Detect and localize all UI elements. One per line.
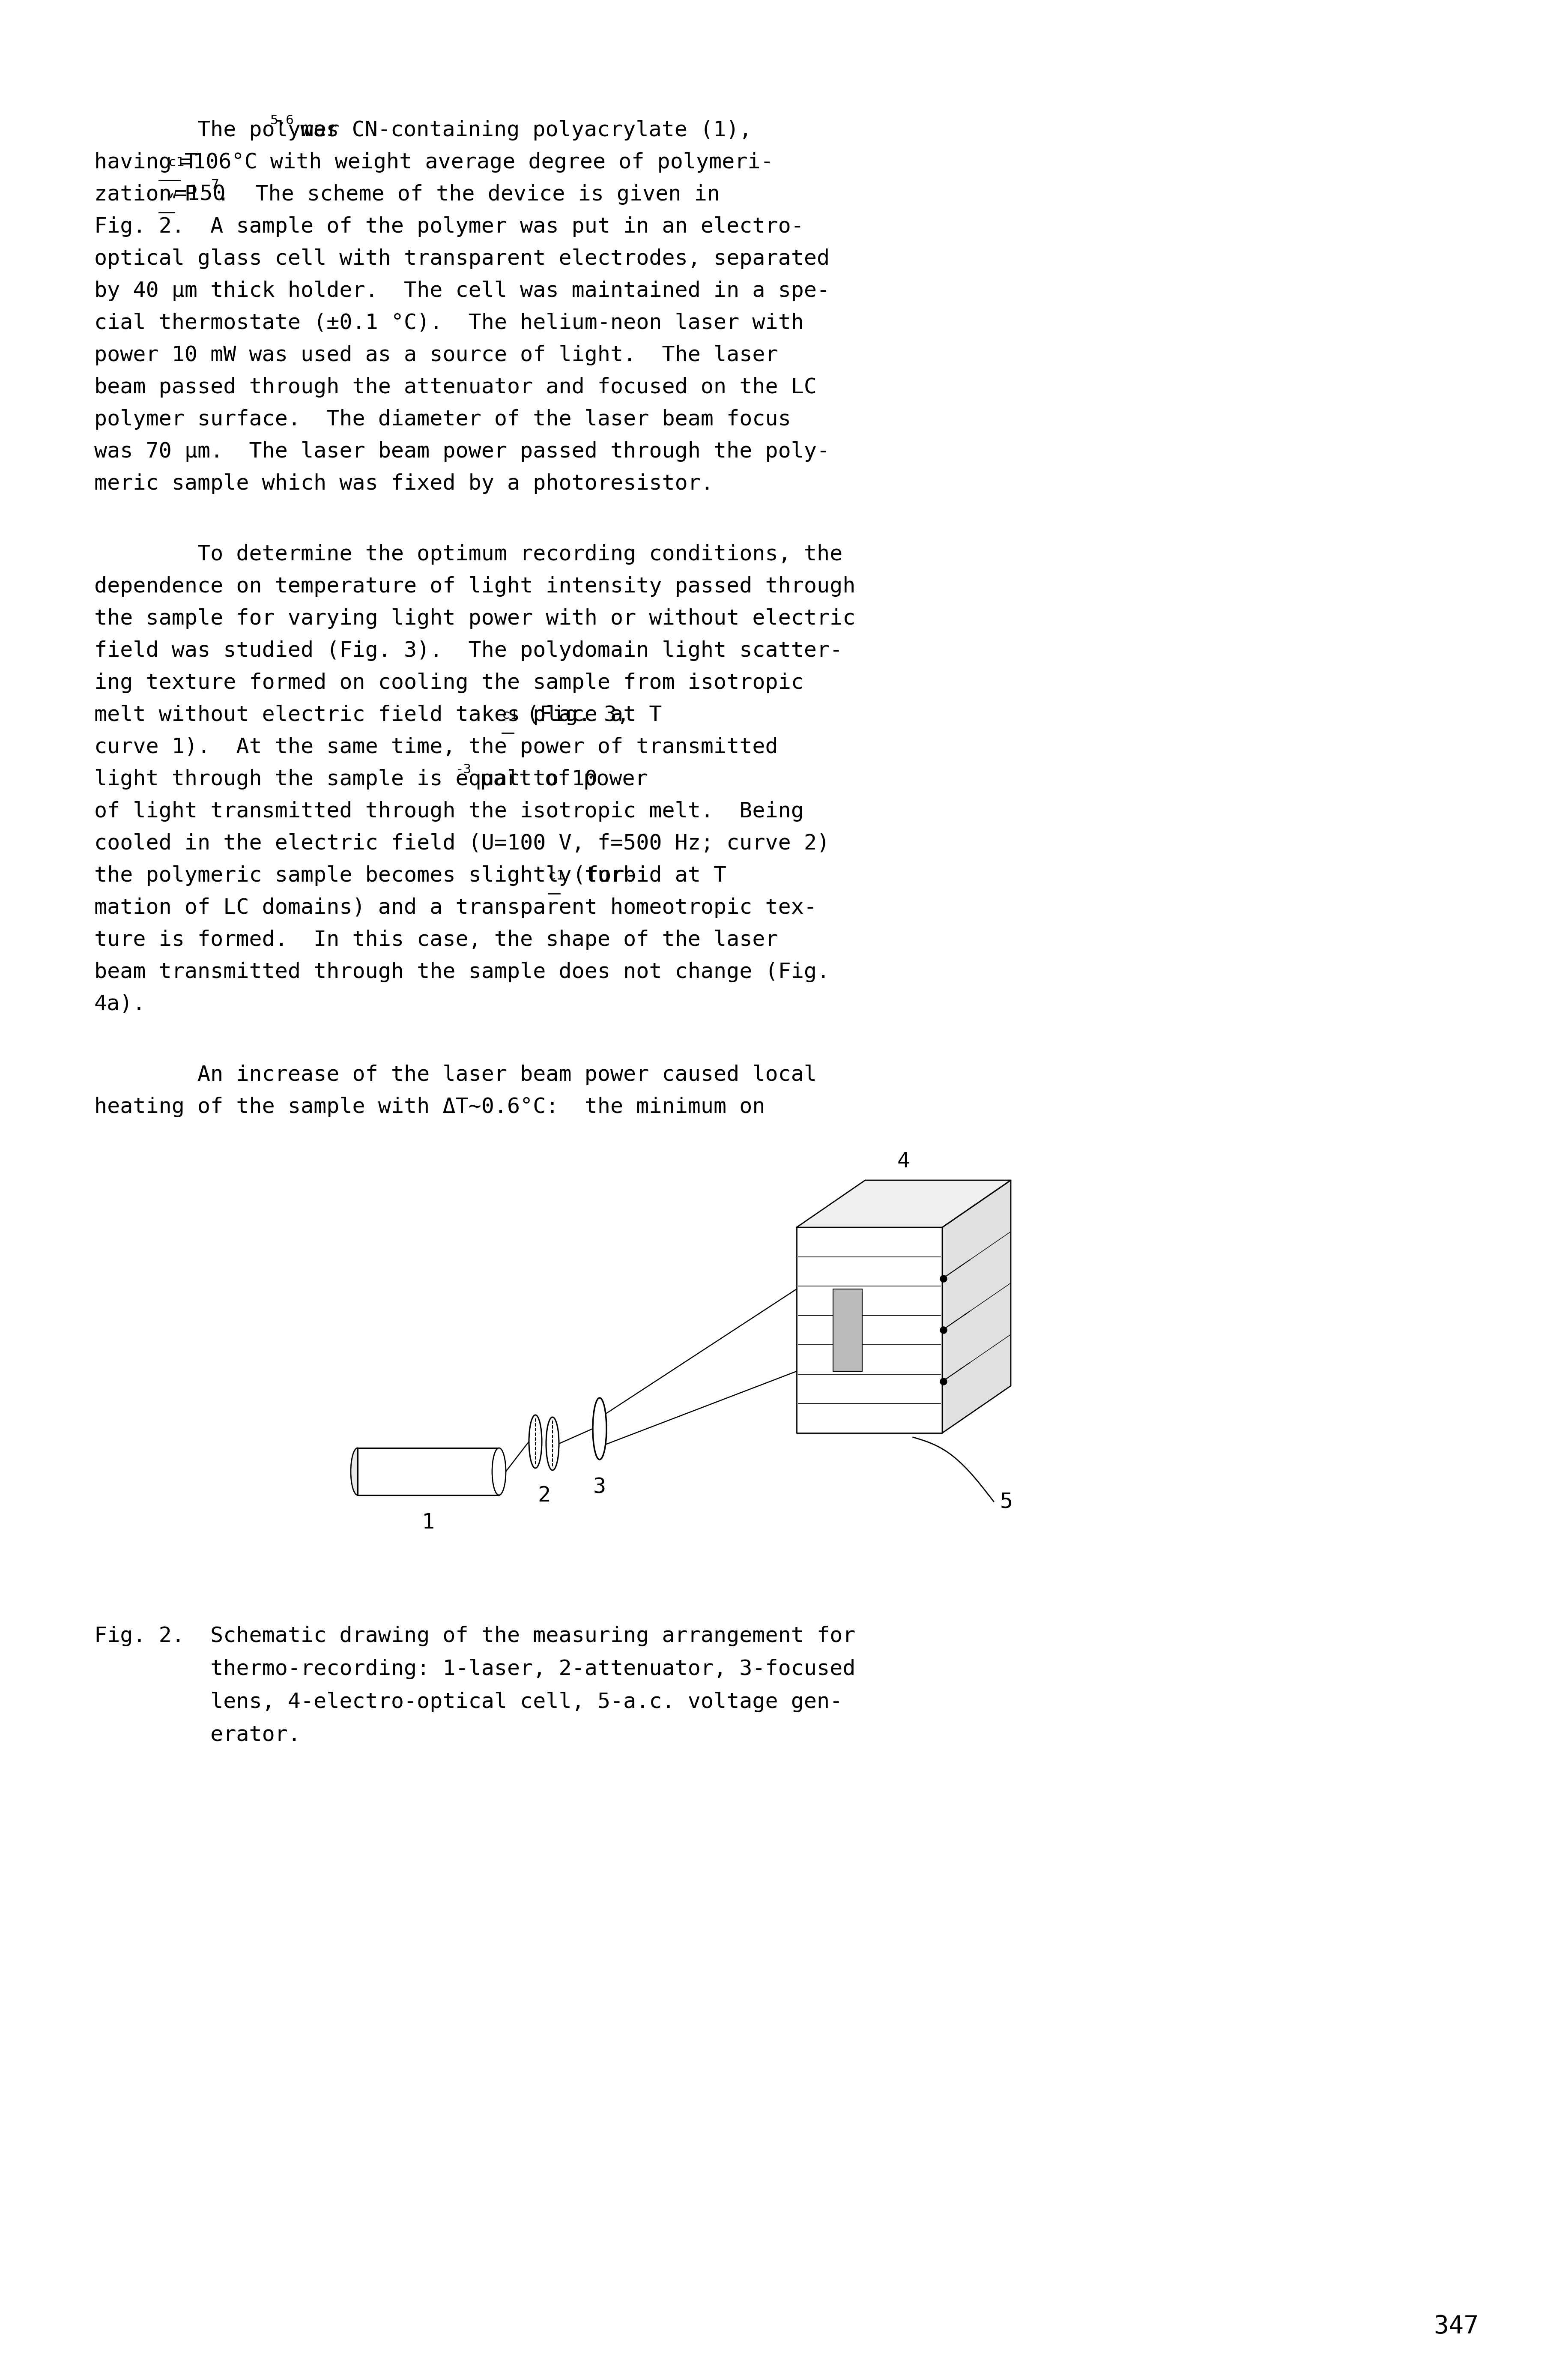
Text: .  The scheme of the device is given in: . The scheme of the device is given in bbox=[216, 183, 720, 205]
Text: (Fig. 3,: (Fig. 3, bbox=[513, 704, 629, 725]
Text: (for-: (for- bbox=[560, 866, 637, 887]
Text: melt without electric field takes place at T: melt without electric field takes place … bbox=[94, 704, 662, 725]
Text: An increase of the laser beam power caused local: An increase of the laser beam power caus… bbox=[94, 1065, 817, 1084]
Text: The polymer: The polymer bbox=[94, 119, 339, 140]
Text: c1: c1 bbox=[168, 157, 185, 169]
Text: was 70 μm.  The laser beam power passed through the poly-: was 70 μm. The laser beam power passed t… bbox=[94, 442, 829, 461]
Text: field was studied (Fig. 3).  The polydomain light scatter-: field was studied (Fig. 3). The polydoma… bbox=[94, 640, 842, 661]
Ellipse shape bbox=[593, 1398, 607, 1460]
Text: To determine the optimum recording conditions, the: To determine the optimum recording condi… bbox=[94, 545, 842, 564]
Text: mation of LC domains) and a transparent homeotropic tex-: mation of LC domains) and a transparent … bbox=[94, 897, 817, 918]
Text: power 10 mW was used as a source of light.  The laser: power 10 mW was used as a source of ligh… bbox=[94, 345, 778, 366]
Text: 4a).: 4a). bbox=[94, 994, 146, 1015]
Text: zation P: zation P bbox=[94, 183, 198, 205]
Circle shape bbox=[939, 1379, 947, 1384]
Ellipse shape bbox=[528, 1415, 541, 1467]
Text: 4: 4 bbox=[897, 1151, 909, 1172]
Text: ture is formed.  In this case, the shape of the laser: ture is formed. In this case, the shape … bbox=[94, 930, 778, 951]
Text: lens, 4-electro-optical cell, 5-a.c. voltage gen-: lens, 4-electro-optical cell, 5-a.c. vol… bbox=[94, 1691, 842, 1712]
Circle shape bbox=[939, 1275, 947, 1282]
Polygon shape bbox=[797, 1179, 1010, 1227]
Text: heating of the sample with ΔT~0.6°C:  the minimum on: heating of the sample with ΔT~0.6°C: the… bbox=[94, 1096, 765, 1118]
Text: 5,6: 5,6 bbox=[270, 114, 295, 126]
Text: erator.: erator. bbox=[94, 1724, 301, 1745]
Text: polymer surface.  The diameter of the laser beam focus: polymer surface. The diameter of the las… bbox=[94, 409, 790, 430]
Text: light through the sample is equal to 10: light through the sample is equal to 10 bbox=[94, 768, 597, 789]
Text: beam transmitted through the sample does not change (Fig.: beam transmitted through the sample does… bbox=[94, 961, 829, 982]
Text: =150: =150 bbox=[174, 183, 226, 205]
Polygon shape bbox=[942, 1179, 1010, 1434]
Text: the sample for varying light power with or without electric: the sample for varying light power with … bbox=[94, 609, 855, 628]
Text: 7: 7 bbox=[212, 178, 220, 190]
Circle shape bbox=[939, 1327, 947, 1334]
Text: Fig. 2.  Schematic drawing of the measuring arrangement for: Fig. 2. Schematic drawing of the measuri… bbox=[94, 1627, 855, 1646]
Text: 3: 3 bbox=[593, 1477, 605, 1498]
Text: =106°C with weight average degree of polymeri-: =106°C with weight average degree of pol… bbox=[180, 152, 773, 174]
Text: optical glass cell with transparent electrodes, separated: optical glass cell with transparent elec… bbox=[94, 247, 829, 269]
Ellipse shape bbox=[492, 1448, 506, 1496]
Bar bbox=[833, 1289, 862, 1372]
Text: beam passed through the attenuator and focused on the LC: beam passed through the attenuator and f… bbox=[94, 378, 817, 397]
Text: curve 1).  At the same time, the power of transmitted: curve 1). At the same time, the power of… bbox=[94, 737, 778, 759]
Bar bbox=[358, 1448, 499, 1496]
Text: was CN-containing polyacrylate (1),: was CN-containing polyacrylate (1), bbox=[287, 119, 751, 140]
Text: -3: -3 bbox=[455, 763, 472, 775]
Text: c1: c1 bbox=[549, 870, 564, 882]
Text: 1: 1 bbox=[422, 1512, 434, 1534]
Text: of light transmitted through the isotropic melt.  Being: of light transmitted through the isotrop… bbox=[94, 801, 804, 823]
Text: Fig. 2.  A sample of the polymer was put in an electro-: Fig. 2. A sample of the polymer was put … bbox=[94, 216, 804, 238]
Text: 5: 5 bbox=[1000, 1491, 1013, 1512]
Text: having T: having T bbox=[94, 152, 198, 174]
Text: ing texture formed on cooling the sample from isotropic: ing texture formed on cooling the sample… bbox=[94, 673, 804, 692]
Text: part of power: part of power bbox=[467, 768, 648, 789]
Text: w: w bbox=[168, 188, 176, 202]
Text: dependence on temperature of light intensity passed through: dependence on temperature of light inten… bbox=[94, 575, 855, 597]
Polygon shape bbox=[797, 1227, 942, 1434]
Text: thermo-recording: 1-laser, 2-attenuator, 3-focused: thermo-recording: 1-laser, 2-attenuator,… bbox=[94, 1660, 855, 1679]
Text: meric sample which was fixed by a photoresistor.: meric sample which was fixed by a photor… bbox=[94, 473, 713, 495]
Text: 347: 347 bbox=[1433, 2314, 1479, 2338]
Ellipse shape bbox=[546, 1417, 558, 1470]
Text: cial thermostate (±0.1 °C).  The helium-neon laser with: cial thermostate (±0.1 °C). The helium-n… bbox=[94, 314, 804, 333]
Text: cooled in the electric field (U=100 V, f=500 Hz; curve 2): cooled in the electric field (U=100 V, f… bbox=[94, 832, 829, 854]
Text: the polymeric sample becomes slightly turbid at T: the polymeric sample becomes slightly tu… bbox=[94, 866, 726, 887]
Ellipse shape bbox=[351, 1448, 364, 1496]
Text: 2: 2 bbox=[538, 1486, 550, 1505]
Text: by 40 μm thick holder.  The cell was maintained in a spe-: by 40 μm thick holder. The cell was main… bbox=[94, 281, 829, 302]
Text: c1: c1 bbox=[502, 709, 517, 721]
